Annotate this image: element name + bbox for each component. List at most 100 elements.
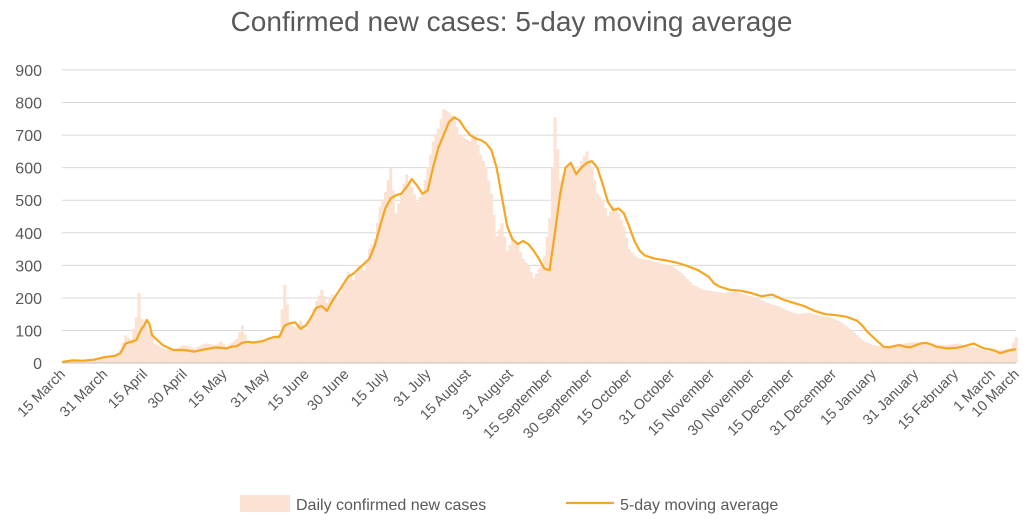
daily-case-bar — [307, 321, 311, 363]
daily-case-bar — [728, 292, 732, 363]
daily-case-bar — [368, 249, 372, 363]
daily-case-bar — [513, 242, 517, 363]
daily-case-bar — [855, 335, 859, 363]
daily-case-bar — [919, 342, 923, 363]
daily-case-bar — [609, 211, 613, 363]
daily-case-bar — [124, 335, 128, 363]
daily-case-bar — [574, 170, 578, 363]
daily-case-bar — [757, 299, 761, 363]
daily-case-bar — [315, 301, 319, 363]
daily-case-bar — [277, 333, 281, 363]
daily-case-bar — [344, 279, 348, 363]
daily-case-bar — [389, 167, 393, 363]
moving-average-line — [61, 116, 1017, 364]
daily-case-bar — [243, 334, 247, 363]
daily-case-bar — [320, 289, 324, 363]
daily-case-bar — [845, 326, 849, 363]
daily-case-bar — [715, 291, 719, 363]
daily-case-bar — [837, 321, 841, 363]
daily-case-bar — [545, 236, 549, 363]
daily-case-bar — [572, 167, 576, 363]
daily-case-bar — [272, 336, 276, 363]
daily-case-bar — [153, 343, 157, 363]
daily-case-bar — [680, 273, 684, 363]
daily-case-bar — [508, 244, 512, 363]
daily-case-bar — [696, 287, 700, 363]
daily-case-bar — [542, 255, 546, 363]
daily-case-bar — [219, 341, 223, 363]
daily-case-bar — [394, 213, 398, 363]
daily-case-bar — [627, 249, 631, 363]
daily-case-bar — [667, 264, 671, 363]
daily-case-bar — [781, 308, 785, 363]
daily-case-bar — [439, 118, 443, 363]
daily-case-bar — [580, 161, 584, 363]
daily-case-bar — [876, 345, 880, 363]
daily-case-bar — [887, 345, 891, 363]
daily-case-bar — [996, 350, 1000, 363]
daily-case-bar — [193, 348, 197, 363]
daily-case-bar — [940, 345, 944, 363]
daily-case-bar — [500, 223, 504, 363]
daily-case-bar — [829, 317, 833, 363]
daily-case-bar — [972, 347, 976, 363]
daily-case-bar — [336, 299, 340, 363]
daily-case-bar — [352, 279, 356, 363]
daily-case-bar — [405, 174, 409, 363]
daily-case-bar — [593, 180, 597, 363]
daily-case-bar — [850, 330, 854, 363]
daily-case-bar — [423, 179, 427, 363]
daily-case-bar — [230, 342, 234, 363]
y-tick-labels: 0 100 200 300 400 500 600 700 800 900 — [15, 63, 42, 373]
daily-case-bar — [487, 180, 491, 363]
daily-case-bar — [148, 330, 152, 363]
daily-case-bar — [540, 262, 544, 363]
daily-case-bar — [71, 361, 75, 363]
daily-case-bar — [399, 193, 403, 363]
x-tick-label: 30 April — [145, 367, 191, 413]
daily-case-bar — [431, 141, 435, 363]
daily-case-bar — [328, 298, 332, 363]
daily-case-bar — [529, 271, 533, 363]
daily-case-bar — [913, 341, 917, 363]
daily-case-bar — [76, 361, 80, 363]
daily-case-bar — [725, 292, 729, 363]
daily-case-bar — [937, 345, 941, 363]
daily-case-bar — [187, 346, 191, 363]
daily-case-bar — [521, 258, 525, 363]
daily-case-bar — [89, 360, 93, 363]
daily-case-bar — [259, 341, 263, 363]
daily-case-bar — [656, 262, 660, 363]
daily-case-bar — [778, 307, 782, 363]
daily-case-bar — [126, 337, 130, 363]
daily-case-bar — [633, 255, 637, 363]
daily-case-bar — [203, 343, 207, 363]
daily-case-bar — [330, 294, 334, 363]
daily-case-bar — [240, 325, 244, 363]
daily-case-bar — [606, 216, 610, 363]
daily-case-bar — [474, 135, 478, 363]
daily-case-bar — [214, 345, 218, 363]
daily-case-bar — [492, 214, 496, 363]
daily-case-bar — [792, 312, 796, 363]
daily-case-bar — [81, 361, 85, 363]
daily-case-bar — [884, 346, 888, 363]
daily-case-bar — [964, 345, 968, 363]
daily-case-bar — [116, 353, 120, 363]
daily-case-bar — [800, 313, 803, 363]
daily-case-bar — [407, 180, 411, 363]
daily-case-bar — [815, 314, 819, 363]
daily-case-bar — [132, 328, 136, 363]
daily-case-bar — [683, 276, 687, 363]
daily-case-bar — [238, 332, 242, 363]
daily-case-bar — [709, 290, 713, 363]
daily-case-bar — [150, 336, 154, 363]
daily-case-bar — [1009, 348, 1013, 363]
daily-cases-bars — [60, 109, 1018, 363]
daily-case-bar — [802, 313, 806, 363]
daily-case-bar — [161, 348, 165, 363]
daily-case-bar — [969, 347, 973, 363]
daily-case-bar — [646, 260, 650, 363]
daily-case-bar — [484, 167, 488, 363]
daily-case-bar — [211, 344, 215, 363]
